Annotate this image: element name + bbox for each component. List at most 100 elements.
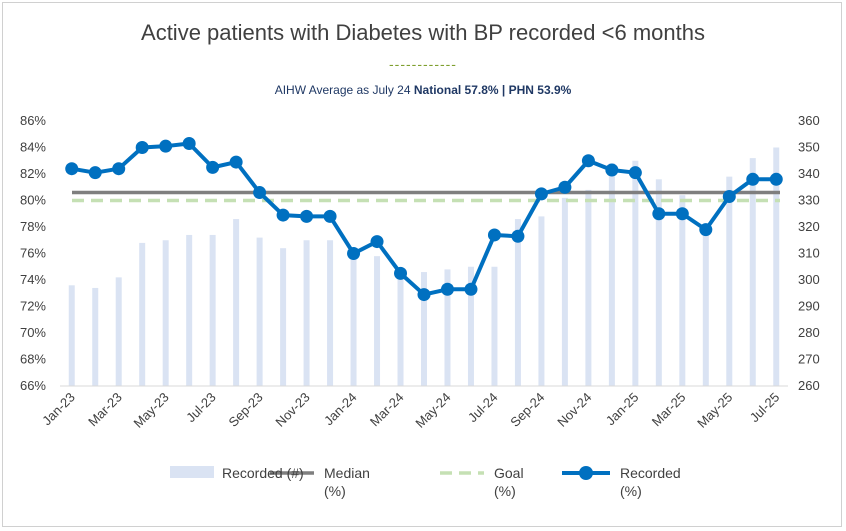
recorded-pct-point <box>605 163 619 177</box>
y-left-tick-label: 68% <box>20 352 46 367</box>
recorded-pct-point <box>370 235 384 249</box>
recorded-pct-point <box>206 160 220 174</box>
y-right-tick-label: 280 <box>798 325 820 340</box>
y-left-tick-label: 72% <box>20 299 46 314</box>
recorded-pct-point <box>675 207 689 221</box>
x-tick-label: Jul-23 <box>183 390 219 426</box>
bar <box>139 242 146 386</box>
recorded-pct-point <box>159 139 173 153</box>
y-left-tick-label: 80% <box>20 193 46 208</box>
y-right-tick-label: 330 <box>798 193 820 208</box>
bar <box>632 160 639 386</box>
recorded-pct-point <box>699 223 713 237</box>
bar <box>538 216 545 386</box>
recorded-pct-point <box>276 208 290 222</box>
x-tick-label: May-25 <box>694 390 735 431</box>
recorded-pct-point <box>394 266 408 280</box>
bar <box>256 237 263 386</box>
bar <box>749 158 756 386</box>
y-right-tick-label: 320 <box>798 219 820 234</box>
recorded-pct-point <box>628 166 642 180</box>
x-tick-label: Sep-24 <box>507 390 547 430</box>
recorded-pct-point <box>182 137 196 151</box>
y-left-tick-label: 74% <box>20 272 46 287</box>
x-tick-label: Jan-23 <box>39 390 78 429</box>
chart-title: Active patients with Diabetes with BP re… <box>141 20 705 45</box>
bar <box>68 285 75 386</box>
recorded-pct-point <box>347 247 361 260</box>
y-left-tick-label: 82% <box>20 166 46 181</box>
y-right-tick-label: 300 <box>798 272 820 287</box>
legend-label-line2: (%) <box>620 483 642 499</box>
y-left-tick-label: 76% <box>20 246 46 261</box>
subtitle-prefix: AIHW Average as July 24 <box>274 83 414 97</box>
bar <box>209 234 216 386</box>
legend-label-line2: (%) <box>494 483 516 499</box>
legend-label: Recorded (#) <box>222 465 304 481</box>
y-left-tick-label: 86% <box>20 113 46 128</box>
recorded-pct-point <box>487 228 501 242</box>
bar <box>233 219 240 386</box>
recorded-pct-point <box>440 282 454 296</box>
recorded-pct-point <box>746 172 760 186</box>
bar <box>162 240 169 386</box>
legend-swatch-recorded-pct-marker <box>579 466 593 480</box>
legend-label: Recorded <box>620 465 681 481</box>
recorded-pct-point <box>511 229 525 243</box>
y-left-tick-label: 84% <box>20 140 46 155</box>
recorded-pct-point <box>65 162 79 176</box>
bar <box>655 179 662 386</box>
bar <box>397 272 404 386</box>
recorded-pct-point <box>253 186 267 200</box>
bar <box>467 266 474 386</box>
bar <box>514 219 521 386</box>
bar <box>585 189 592 386</box>
recorded-pct-point <box>229 155 243 169</box>
bar <box>444 269 451 386</box>
bar <box>561 197 568 386</box>
y-right-tick-label: 340 <box>798 166 820 181</box>
recorded-pct-point <box>112 162 126 176</box>
recorded-pct-line <box>71 141 777 297</box>
x-tick-label: Mar-24 <box>367 390 407 430</box>
bar <box>702 229 709 386</box>
x-tick-label: Mar-23 <box>85 390 125 430</box>
bar <box>350 256 357 386</box>
bar <box>491 266 498 386</box>
bar <box>115 277 122 386</box>
recorded-pct-point <box>652 207 666 221</box>
recorded-pct-point <box>722 190 736 204</box>
x-tick-label: Nov-23 <box>272 390 312 430</box>
bar <box>608 163 615 386</box>
recorded-pct-point <box>300 209 314 223</box>
y-right-tick-label: 290 <box>798 299 820 314</box>
x-tick-label: May-23 <box>131 390 172 431</box>
y-right-tick-label: 270 <box>798 352 820 367</box>
subtitle-phn: PHN 53.9% <box>508 83 572 97</box>
y-left-tick-label: 78% <box>20 219 46 234</box>
bar <box>421 272 427 386</box>
recorded-pct-point <box>88 166 102 180</box>
bar <box>773 147 780 386</box>
x-tick-label: Jan-25 <box>603 390 642 429</box>
legend-label-line2: (%) <box>324 483 346 499</box>
y-left-tick-label: 66% <box>20 378 46 393</box>
recorded-pct-point <box>323 209 337 223</box>
y-right-tick-label: 310 <box>798 246 820 261</box>
bar <box>280 248 287 386</box>
y-right-tick-label: 360 <box>798 113 820 128</box>
x-tick-label: Jul-24 <box>465 390 501 426</box>
legend-label: Goal <box>494 465 524 481</box>
bar <box>92 287 99 386</box>
recorded-pct-point <box>417 288 431 302</box>
y-right-tick-label: 260 <box>798 378 820 393</box>
bar <box>186 234 193 386</box>
x-tick-label: Sep-23 <box>225 390 265 430</box>
x-tick-label: Jul-25 <box>747 390 783 426</box>
y-right-tick-label: 350 <box>798 140 820 155</box>
bar <box>374 256 381 386</box>
x-tick-label: Jan-24 <box>321 390 360 429</box>
x-tick-label: May-24 <box>412 390 453 431</box>
recorded-pct-point <box>534 187 548 201</box>
